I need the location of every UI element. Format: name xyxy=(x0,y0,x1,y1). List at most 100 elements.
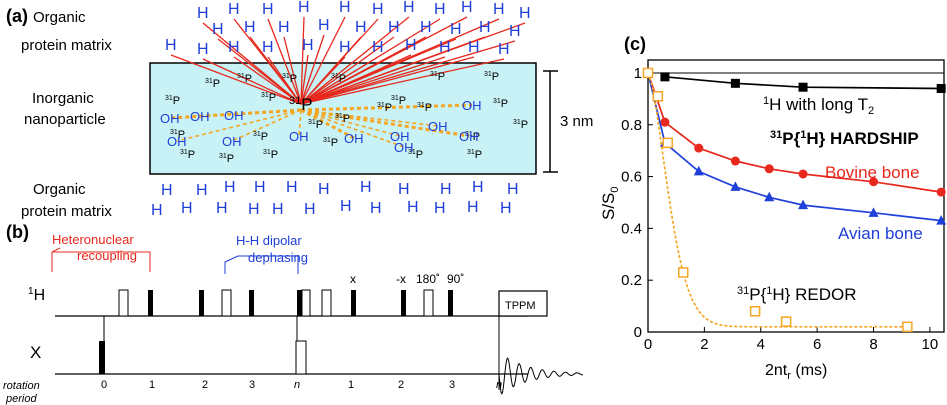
dipolar-line-red xyxy=(217,38,302,105)
hydrogen-atom: H xyxy=(472,179,484,196)
x-tick-label: 2 xyxy=(700,336,708,353)
hydrogen-atom: H xyxy=(302,37,314,54)
phosphorus-atom: 31P xyxy=(391,95,406,107)
series-line xyxy=(647,72,942,193)
hydroxyl-group: OH xyxy=(344,131,364,146)
dipolar-lines-to-oh xyxy=(169,103,473,148)
rf-pulse-filled xyxy=(297,290,302,316)
central-phosphorus: 31P xyxy=(289,95,313,114)
phosphorus-atom: 31P xyxy=(331,73,346,85)
phosphorus-atom: 31P xyxy=(253,131,268,143)
hydrogen-atom: H xyxy=(498,41,510,58)
series-line xyxy=(664,75,942,90)
rotation-tick: n xyxy=(496,379,502,391)
dipolar-line-red xyxy=(300,56,346,105)
dipolar-line-red xyxy=(202,58,302,105)
hydrogen-atom: H xyxy=(519,5,531,22)
hydrogen-atom: H xyxy=(151,202,163,219)
hydrogen-atom: H xyxy=(388,19,400,36)
phosphorus-atom: 31P xyxy=(493,98,508,110)
hydrogen-atom: H xyxy=(197,5,209,22)
data-point xyxy=(868,207,879,217)
data-point xyxy=(936,215,947,225)
dipolar-line1: H-H dipolar xyxy=(236,233,302,248)
dipolar-line-orange xyxy=(300,109,405,148)
tppm-box xyxy=(498,290,548,317)
y-tick-label: 0.6 xyxy=(621,169,642,186)
data-point xyxy=(798,169,808,179)
rf-pulse-filled xyxy=(401,290,406,316)
data-point xyxy=(693,165,704,176)
dipolar-line-red xyxy=(300,54,412,105)
phosphorus-atom: 31P xyxy=(308,119,323,131)
phosphorus-atom: 31P xyxy=(261,92,276,104)
x-pulse-180 xyxy=(295,340,307,375)
hydrogen-atom: H xyxy=(196,182,208,199)
hydrogen-atom: H xyxy=(407,199,419,216)
rotation-label-line2: period xyxy=(5,393,37,405)
x-tick-label: 4 xyxy=(757,336,765,353)
hydrogen-atom: H xyxy=(398,181,410,198)
rf-pulse-open xyxy=(118,289,129,317)
hydrogen-atom: H xyxy=(339,39,351,56)
chart-axes: 0 2 4 6 8 10 0 0.2 0.4 0.6 0.8 1 xyxy=(621,65,944,353)
heteronuclear-bracket xyxy=(51,247,151,272)
bottom-matrix-line2: protein matrix xyxy=(21,203,112,220)
hydrogen-atom: H xyxy=(461,0,473,16)
data-point xyxy=(749,306,761,317)
rotation-tick: 2 xyxy=(202,379,208,391)
rotation-tick: 2 xyxy=(398,379,404,391)
dipolar-line-orange xyxy=(300,103,473,112)
rotation-tick: 0 xyxy=(101,379,107,391)
fid-signal xyxy=(498,357,583,395)
data-point xyxy=(936,83,946,93)
hydrogen-atom: H xyxy=(272,201,284,218)
series-line xyxy=(647,72,913,328)
phosphorus-atom: 31P xyxy=(465,131,480,143)
phosphorus-atom: 31P xyxy=(170,129,185,141)
rotation-tick: 3 xyxy=(249,379,255,391)
hydrogen-atom: H xyxy=(216,200,228,217)
y-axis-label: S/S0 xyxy=(599,186,621,220)
plot-frame xyxy=(647,59,945,333)
data-point xyxy=(902,321,913,333)
chart-series xyxy=(642,67,947,333)
dipolar-line-orange xyxy=(300,108,470,138)
data-point xyxy=(730,78,740,88)
data-point xyxy=(660,117,670,127)
panel-a-label: (a) xyxy=(6,6,28,26)
hydrogen-atom: H xyxy=(254,179,266,196)
hydrogen-atom: H xyxy=(405,37,417,54)
data-point xyxy=(730,156,740,166)
hydrogen-atom: H xyxy=(468,39,480,56)
hydrogen-atom: H xyxy=(450,21,462,38)
rf-pulse-filled xyxy=(351,290,356,316)
tppm-label: TPPM xyxy=(505,300,536,312)
phosphorus-atom: 31P xyxy=(335,113,350,125)
hydrogen-atom: H xyxy=(181,200,193,217)
hydroxyl-group: OH xyxy=(224,108,244,123)
data-point xyxy=(798,82,808,92)
y-tick-label: 0.8 xyxy=(621,117,642,134)
panel-b-label: (b) xyxy=(6,222,29,242)
hydrogen-atom: H xyxy=(372,1,384,18)
panel-c-label: (c) xyxy=(624,34,646,54)
hydrogen-atom: H xyxy=(298,0,310,16)
y-tick-label: 0.4 xyxy=(621,220,642,237)
dipolar-line-red xyxy=(300,36,486,105)
dipolar-line-red xyxy=(300,56,446,105)
phosphorus-atom: 31P xyxy=(467,149,482,161)
thickness-bracket: 3 nm xyxy=(543,70,593,173)
data-point xyxy=(764,164,774,174)
hydroxyl-group: OH xyxy=(160,111,180,126)
rotation-tick: 3 xyxy=(449,379,455,391)
channel-x-label: X xyxy=(30,343,41,362)
rf-pulse-filled xyxy=(148,290,153,316)
x-tick-label: 0 xyxy=(644,336,652,353)
hydroxyl-group: OH xyxy=(222,134,242,149)
hydrogen-atom: H xyxy=(479,19,491,36)
x-tick-label: 10 xyxy=(922,336,939,353)
x-axis-label: 2ntr (ms) xyxy=(765,362,827,382)
